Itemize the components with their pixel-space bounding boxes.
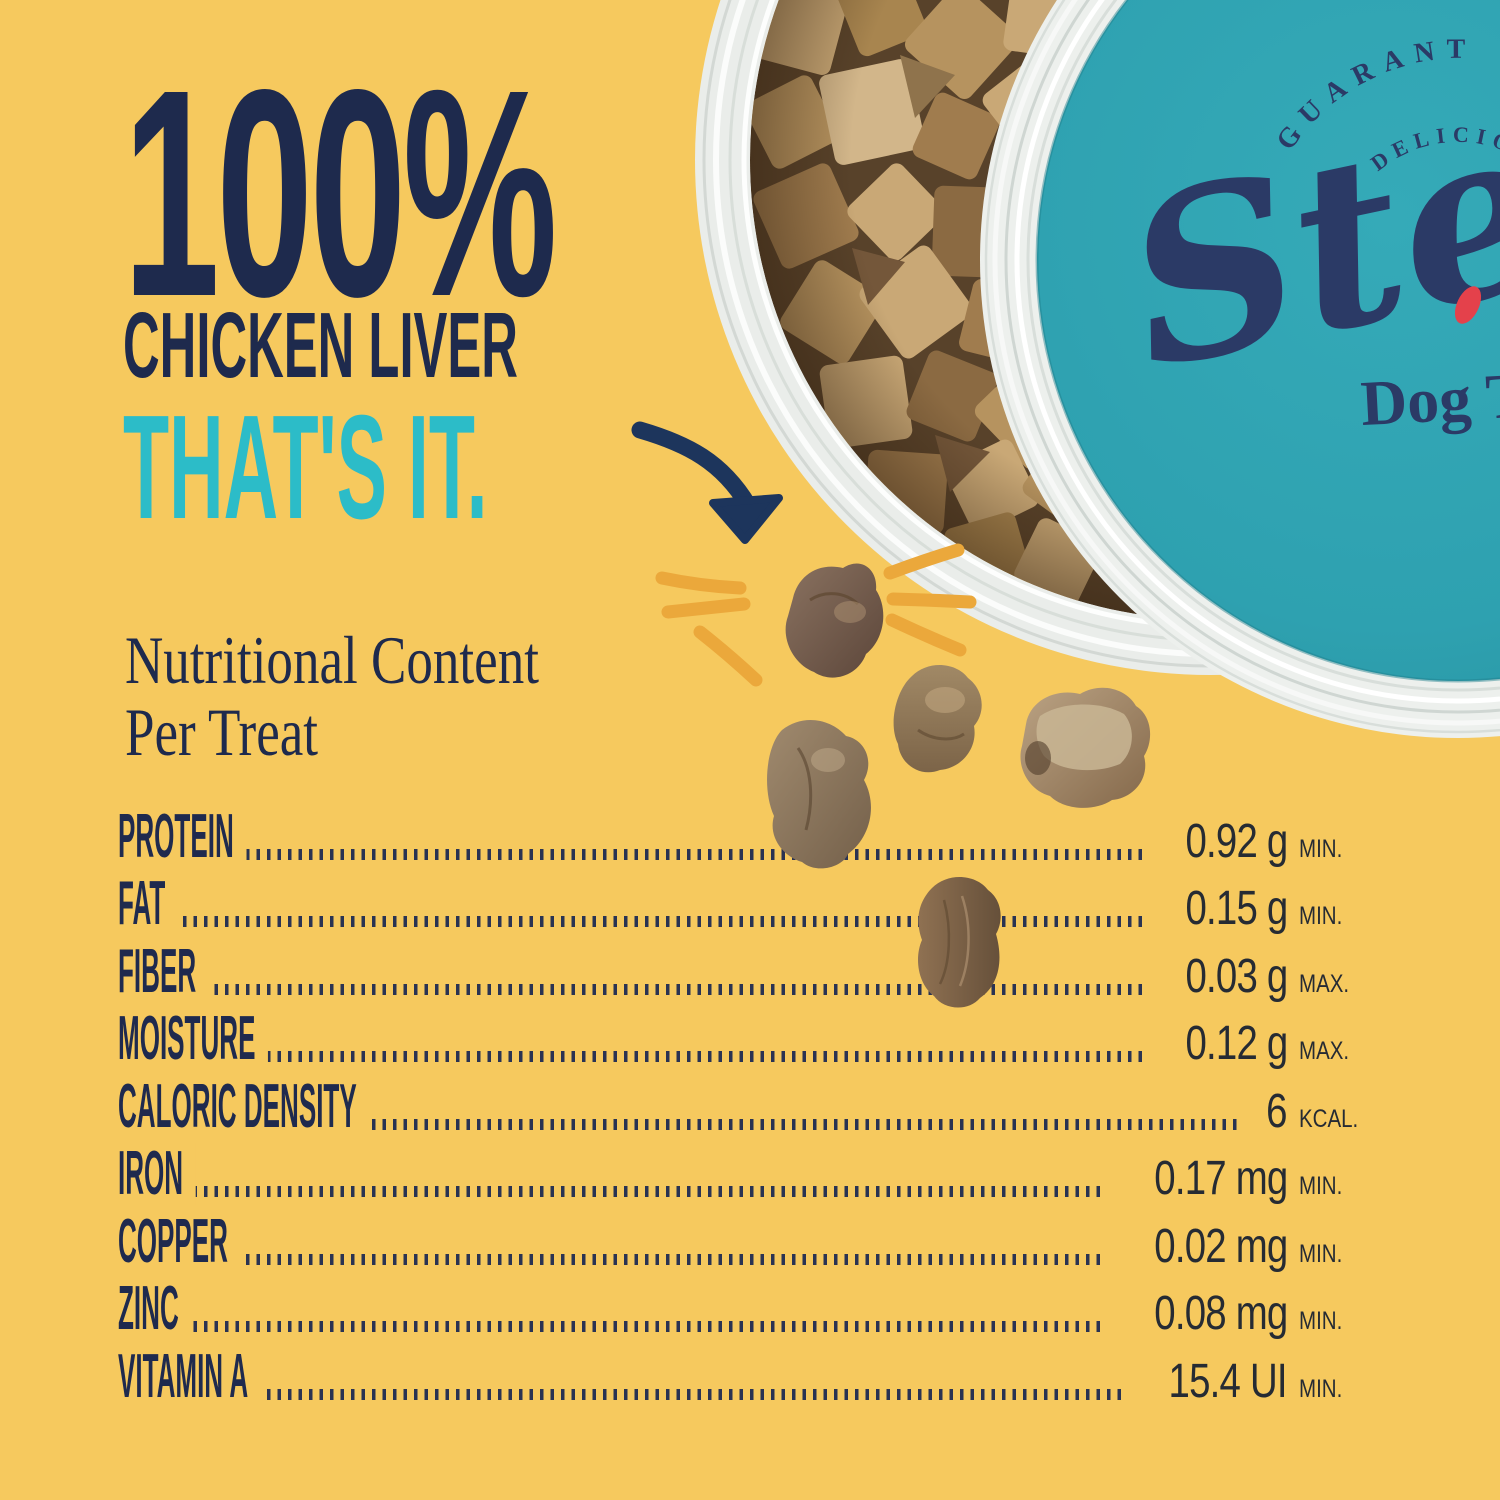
row-value: 0.17 mg <box>1153 1152 1288 1205</box>
row-label: CALORIC DENSITY <box>118 1075 370 1138</box>
subheading-line2: Per Treat <box>125 694 319 770</box>
lid-arc-text-top: GUARANT <box>1270 34 1465 156</box>
headline-chicken-liver: CHICKEN LIVER <box>123 293 518 397</box>
row-label: IRON <box>118 1143 196 1205</box>
subheading: Nutritional Content Per Treat <box>125 624 539 768</box>
row-label: MOISTURE <box>118 1008 269 1070</box>
lid-script-logo: Stew <box>1105 28 1500 422</box>
row-label: COPPER <box>118 1210 241 1273</box>
row-value: 0.02 mg <box>1153 1219 1288 1273</box>
nutrition-row-iron: IRON 0.17 mg MIN. <box>118 1138 1375 1205</box>
freeze-dried-liver-cubes <box>750 0 1500 620</box>
nutrition-row-vitamin-a: VITAMIN A 15.4 UI MIN. <box>118 1340 1375 1408</box>
treat-chunk <box>785 563 884 678</box>
row-qualifier: MIN. <box>1299 1307 1343 1335</box>
row-qualifier: MIN. <box>1299 1239 1343 1268</box>
nutrition-row-zinc: ZINC 0.08 mg MIN. <box>118 1273 1375 1340</box>
lid-teal-face <box>1037 0 1500 681</box>
nutrition-row-fiber: FIBER 0.03 g MAX. <box>118 935 1375 1003</box>
row-qualifier: MIN. <box>1299 1172 1343 1200</box>
row-value: 0.03 g <box>1185 949 1288 1003</box>
nutrition-row-copper: COPPER 0.02 mg MIN. <box>118 1205 1375 1273</box>
nutrition-row-fat: FAT 0.15 g MIN. <box>118 868 1375 935</box>
treat-chunk <box>893 664 982 773</box>
row-label: VITAMIN A <box>118 1345 261 1408</box>
nutrition-row-protein: PROTEIN 0.92 g MIN. <box>118 800 1375 868</box>
row-value: 15.4 UI <box>1168 1354 1288 1408</box>
headline-thats-it: THAT'S IT. <box>123 385 488 550</box>
row-qualifier: MIN. <box>1299 1374 1343 1403</box>
nutrition-row-moisture: MOISTURE 0.12 g MAX. <box>118 1003 1375 1070</box>
nutrition-row-caloric-density: CALORIC DENSITY 6 KCAL. <box>118 1070 1375 1138</box>
row-qualifier: KCAL. <box>1299 1104 1359 1133</box>
headline-percent: 100% <box>123 28 558 358</box>
lid-subtitle: Dog T <box>1359 359 1500 439</box>
subheading-line1: Nutritional Content <box>125 622 539 698</box>
row-value: 0.08 mg <box>1153 1287 1288 1340</box>
row-value: 6 <box>1266 1084 1287 1138</box>
row-label: FIBER <box>118 940 209 1003</box>
row-label: ZINC <box>118 1278 192 1340</box>
row-qualifier: MAX. <box>1299 1037 1350 1065</box>
svg-text:GUARANT: GUARANT <box>1270 34 1476 156</box>
hand-drawn-arrow-icon <box>631 421 783 544</box>
row-qualifier: MIN. <box>1299 902 1343 930</box>
row-qualifier: MIN. <box>1299 834 1343 863</box>
row-value: 0.12 g <box>1185 1017 1288 1070</box>
emphasis-burst-icon <box>655 543 977 687</box>
row-value: 0.92 g <box>1185 814 1288 868</box>
treat-chunk <box>1020 687 1151 808</box>
row-label: FAT <box>118 873 178 935</box>
treat-tub <box>695 0 1500 675</box>
nutrition-table: PROTEIN 0.92 g MIN. FAT 0.15 g MIN. FIBER … <box>118 800 1375 1408</box>
row-label: PROTEIN <box>118 805 247 868</box>
logo-tongue-icon <box>1454 286 1482 324</box>
row-qualifier: MAX. <box>1299 969 1350 998</box>
row-value: 0.15 g <box>1185 882 1288 935</box>
